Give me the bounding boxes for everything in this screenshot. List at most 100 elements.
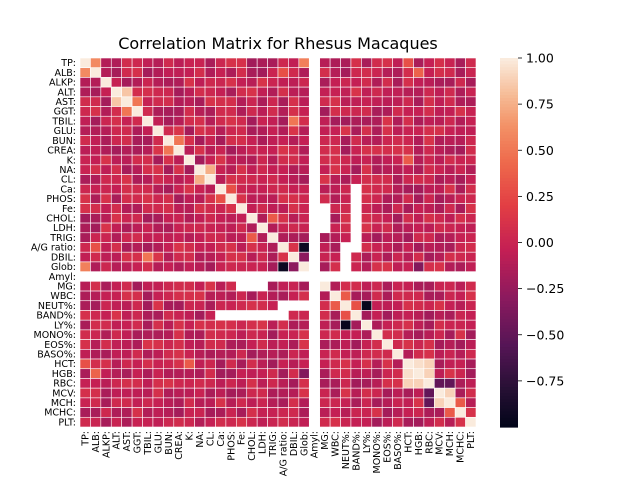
heatmap-cell (194, 387, 206, 399)
heatmap-cell (152, 368, 164, 379)
heatmap-cell (402, 368, 414, 379)
heatmap-cell (402, 213, 414, 224)
y-tick-label: RBC: (53, 379, 76, 390)
heatmap-cell (319, 242, 331, 253)
heatmap-cell (131, 300, 143, 311)
heatmap-cell (402, 310, 414, 321)
heatmap-cell (110, 96, 122, 107)
heatmap-cell (215, 329, 227, 340)
heatmap-cell (163, 183, 175, 195)
heatmap-cell (381, 193, 393, 204)
colorbar-swatch (500, 402, 518, 407)
colorbar-swatch (500, 297, 518, 302)
heatmap-cell (152, 300, 164, 311)
heatmap-cell (361, 222, 373, 234)
heatmap-cell (121, 67, 133, 78)
colorbar-tick-label: 0.25 (526, 189, 554, 204)
heatmap-cell (361, 378, 373, 389)
heatmap-cell (90, 174, 102, 185)
heatmap-cell (392, 232, 404, 243)
heatmap-cell (277, 57, 289, 69)
heatmap-cell (152, 96, 164, 107)
heatmap-cell (413, 125, 425, 136)
heatmap-cell (319, 416, 331, 428)
colorbar-swatch (500, 187, 518, 191)
heatmap-cell (215, 57, 227, 69)
heatmap-cell (329, 407, 341, 418)
heatmap-cell (204, 261, 216, 272)
heatmap-cell (402, 251, 414, 263)
heatmap-cell (90, 135, 102, 146)
heatmap-cell (236, 407, 248, 418)
heatmap-cell (100, 281, 112, 292)
heatmap-cell (434, 96, 446, 107)
heatmap-cell (298, 57, 310, 69)
heatmap-cell (392, 106, 404, 117)
heatmap-cell (236, 96, 248, 107)
heatmap-cell (423, 329, 435, 340)
heatmap-cell (298, 290, 310, 302)
heatmap-cell (444, 407, 456, 418)
heatmap-cell (110, 242, 122, 253)
heatmap-cell (152, 86, 164, 98)
heatmap-cell (454, 378, 466, 389)
colorbar-swatch (500, 399, 518, 403)
heatmap-cell (204, 96, 216, 107)
heatmap-cell (465, 242, 477, 253)
colorbar-swatch (500, 334, 518, 339)
heatmap-cell (79, 106, 91, 117)
heatmap-cell (131, 339, 143, 350)
heatmap-cell (267, 300, 279, 311)
heatmap-cell (121, 106, 133, 117)
heatmap-cell (288, 251, 300, 263)
heatmap-cell (288, 387, 300, 399)
heatmap-cell (361, 358, 373, 370)
heatmap-cell (340, 378, 352, 389)
heatmap-cell (340, 203, 352, 214)
heatmap-cell (131, 77, 143, 88)
heatmap-cell (152, 135, 164, 146)
heatmap-cell (423, 193, 435, 204)
heatmap-cell (142, 96, 154, 107)
colorbar-swatch (500, 239, 518, 244)
colorbar-swatch (500, 260, 518, 265)
heatmap-cell (110, 416, 122, 428)
heatmap-cell (236, 164, 248, 175)
heatmap-cell (142, 174, 154, 185)
heatmap-cell (194, 281, 206, 292)
y-tick-label: LY%: (54, 320, 76, 331)
heatmap-cell (319, 349, 331, 360)
heatmap-cell (298, 106, 310, 117)
heatmap-cell (288, 358, 300, 370)
heatmap-cell (163, 310, 175, 321)
heatmap-cell (152, 378, 164, 389)
heatmap-cell (256, 358, 268, 370)
heatmap-cell (319, 290, 331, 302)
heatmap-cell (423, 106, 435, 117)
heatmap-cell (121, 358, 133, 370)
heatmap-cell (215, 378, 227, 389)
heatmap-cell (173, 310, 185, 321)
heatmap-cell (183, 57, 195, 69)
heatmap-cell (454, 251, 466, 263)
heatmap-cell (100, 300, 112, 311)
heatmap-cell (183, 397, 195, 408)
heatmap-cell (163, 339, 175, 350)
heatmap-cell (319, 339, 331, 350)
heatmap-cell (267, 349, 279, 360)
heatmap-cell (413, 368, 425, 379)
heatmap-cell (79, 407, 91, 418)
heatmap-cell (204, 300, 216, 311)
heatmap-cell (256, 222, 268, 234)
heatmap-cell (413, 115, 425, 127)
heatmap-cell (163, 281, 175, 292)
heatmap-cell (163, 368, 175, 379)
heatmap-cell (465, 407, 477, 418)
heatmap-cell (392, 193, 404, 204)
heatmap-cell (152, 387, 164, 399)
heatmap-cell (131, 319, 143, 331)
heatmap-cell (277, 232, 289, 243)
heatmap-cell (142, 232, 154, 243)
heatmap-cell (423, 222, 435, 234)
heatmap-cell (79, 319, 91, 331)
